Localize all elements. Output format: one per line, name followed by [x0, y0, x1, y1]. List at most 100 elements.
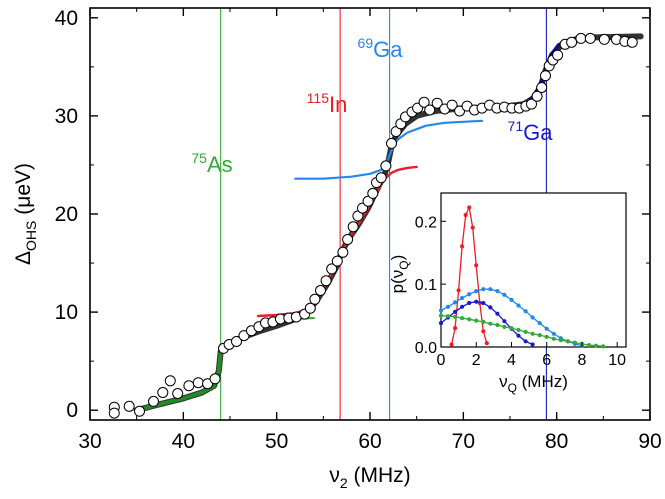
data-point-47	[424, 104, 436, 116]
x-tick-label: 50	[265, 430, 288, 453]
data-point-29	[331, 255, 343, 267]
inset-point	[509, 326, 514, 331]
inset-y-tick-label: 0.0	[415, 340, 437, 357]
inset-point	[453, 314, 458, 319]
inset-point	[449, 342, 454, 347]
inset-point	[460, 244, 465, 249]
data-point-38	[375, 172, 387, 184]
inset-point	[470, 225, 475, 230]
inset-point	[484, 341, 489, 346]
y-axis-title: ΔOHS (μeV)	[12, 163, 39, 265]
inset-point	[523, 309, 528, 314]
data-point-64	[540, 70, 551, 82]
inset-point	[438, 313, 444, 318]
inset-point	[544, 326, 549, 331]
inset-point	[551, 331, 556, 336]
data-point-72	[598, 33, 610, 45]
inset-point	[516, 327, 521, 333]
data-point-71	[584, 32, 596, 44]
inset-point	[586, 343, 592, 348]
inset-point	[544, 334, 549, 339]
inset-point	[523, 339, 528, 344]
data-point-2	[123, 400, 135, 412]
inset-point	[456, 288, 461, 293]
inset-x-tick-label: 0	[437, 352, 446, 369]
inset-point	[565, 339, 571, 344]
inset-point	[502, 292, 507, 297]
inset-point	[474, 263, 479, 268]
inset-point	[474, 318, 479, 323]
data-point-24	[304, 302, 316, 314]
curve-ga69-fit	[294, 119, 484, 180]
x-tick-label: 90	[638, 430, 661, 453]
data-point-40	[386, 137, 397, 149]
inset-y-title: p(νQ)	[388, 255, 411, 294]
inset-point	[467, 300, 472, 306]
inset-point	[481, 329, 486, 334]
inset-x-tick-label: 8	[577, 352, 586, 369]
inset-x-tick-label: 6	[542, 352, 551, 369]
inset-point	[502, 319, 507, 324]
data-point-25	[309, 293, 321, 305]
inset-point	[502, 324, 507, 329]
y-tick-label: 30	[55, 105, 78, 128]
y-tick-label: 20	[55, 203, 78, 226]
inset-point	[572, 340, 578, 345]
inset-point	[593, 343, 599, 348]
data-point-69	[566, 36, 578, 48]
data-point-70	[575, 32, 587, 44]
inset-point	[488, 305, 493, 310]
inset-point	[460, 295, 465, 301]
data-point-61	[526, 98, 537, 110]
data-point-10	[202, 378, 214, 390]
data-point-67	[552, 49, 564, 61]
data-point-5	[157, 387, 169, 398]
data-point-11	[209, 373, 221, 385]
data-point-27	[320, 275, 332, 287]
inset-point	[495, 322, 500, 328]
inset-point	[530, 315, 535, 320]
y-tick-label: 0	[66, 399, 78, 422]
x-tick-label: 60	[358, 430, 381, 453]
data-point-75	[626, 36, 638, 48]
isotope-label-71Ga: 71Ga	[508, 118, 554, 145]
data-point-4	[148, 395, 159, 407]
data-point-28	[326, 263, 338, 275]
y-tick-label: 40	[55, 7, 78, 30]
data-point-30	[337, 246, 349, 258]
x-axis-title: ν2 (MHz)	[329, 464, 410, 491]
inset-frame	[440, 192, 627, 348]
inset-point	[530, 331, 535, 336]
x-tick-label: 70	[452, 430, 475, 453]
inset-point	[481, 319, 486, 324]
inset-x-tick-label: 2	[472, 352, 481, 369]
inset-point	[558, 338, 563, 343]
inset-x-title: νQ (MHz)	[499, 372, 568, 395]
x-tick-label: 30	[78, 430, 101, 453]
data-point-1	[108, 407, 120, 419]
isotope-label-75As: 75As	[191, 150, 232, 177]
inset-chart: 0 2 4 6 8 10 0.0 0.1 0.2 νQ (MHz) p(νQ)	[388, 192, 627, 395]
data-point-50	[446, 99, 458, 111]
inset-point	[438, 321, 444, 326]
data-point-6	[164, 375, 176, 387]
inset-point	[453, 309, 458, 314]
y-tick-label: 10	[55, 301, 78, 324]
inset-y-tick-label: 0.1	[415, 277, 437, 294]
data-point-7	[172, 388, 184, 399]
data-point-62	[531, 90, 543, 102]
inset-point	[460, 316, 465, 321]
isotope-label-69Ga: 69Ga	[358, 35, 404, 62]
inset-point	[488, 287, 493, 292]
isotope-label-115In: 115In	[307, 90, 348, 117]
data-point-63	[536, 82, 548, 93]
data-point-8	[183, 380, 195, 392]
inset-point	[537, 333, 542, 338]
measured-points	[108, 32, 638, 419]
inset-point	[537, 321, 542, 326]
data-point-46	[418, 96, 430, 108]
data-point-48	[431, 97, 443, 109]
inset-point	[523, 329, 528, 334]
